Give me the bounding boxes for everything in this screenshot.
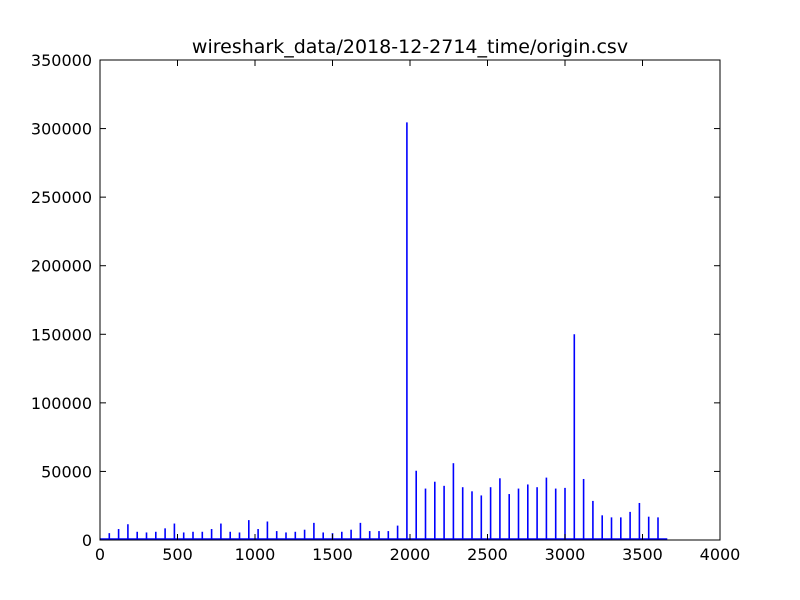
y-tick-label: 100000	[31, 394, 92, 413]
chart-title: wireshark_data/2018-12-2714_time/origin.…	[192, 36, 628, 58]
y-tick-label: 150000	[31, 325, 92, 344]
x-tick-label: 4000	[700, 545, 741, 564]
x-tick-label: 1500	[312, 545, 353, 564]
y-tick-label: 250000	[31, 188, 92, 207]
y-tick-label: 300000	[31, 120, 92, 139]
y-tick-label: 0	[82, 531, 92, 550]
x-tick-label: 0	[95, 545, 105, 564]
x-tick-label: 500	[162, 545, 193, 564]
bars-group	[100, 122, 668, 540]
plot-frame	[99, 59, 721, 541]
x-tick-label: 1000	[235, 545, 276, 564]
y-tick-label: 200000	[31, 257, 92, 276]
x-tick-label: 3000	[545, 545, 586, 564]
y-tick-label: 350000	[31, 51, 92, 70]
x-tick-label: 2500	[467, 545, 508, 564]
x-tick-label: 2000	[390, 545, 431, 564]
ticks-group: 0 500 1000 1500 2000 2500 3000 3500 4000 0 50000 10…	[31, 51, 740, 564]
x-tick-label: 3500	[622, 545, 663, 564]
y-tick-label: 50000	[41, 462, 92, 481]
